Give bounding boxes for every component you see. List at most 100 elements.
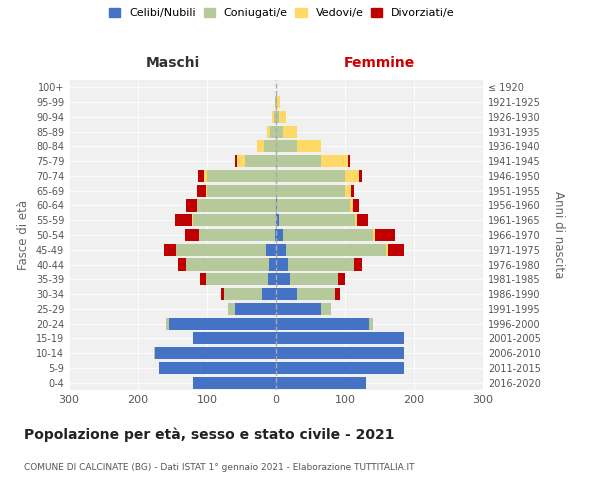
Bar <box>276 200 277 211</box>
Bar <box>359 170 362 182</box>
Bar <box>277 200 350 211</box>
Y-axis label: Fasce di età: Fasce di età <box>17 200 30 270</box>
Bar <box>269 258 276 270</box>
Bar <box>373 229 374 241</box>
Bar <box>369 318 373 330</box>
Bar <box>187 200 197 211</box>
Bar <box>296 288 335 300</box>
Bar <box>276 318 369 330</box>
Bar <box>280 111 286 123</box>
Bar <box>154 347 155 359</box>
Y-axis label: Anni di nascita: Anni di nascita <box>552 192 565 278</box>
Bar <box>262 288 276 300</box>
Bar <box>235 303 276 315</box>
Bar <box>169 318 276 330</box>
Bar <box>266 244 276 256</box>
Bar <box>206 273 268 285</box>
Bar <box>198 170 203 182</box>
Bar <box>276 362 404 374</box>
Bar <box>193 214 276 226</box>
Bar <box>206 184 207 197</box>
Bar <box>277 96 280 108</box>
Bar <box>321 303 331 315</box>
Bar <box>276 303 321 315</box>
Bar <box>228 303 235 315</box>
Bar <box>192 214 193 226</box>
Bar <box>290 273 338 285</box>
Bar <box>197 184 206 197</box>
Bar <box>276 140 296 152</box>
Bar <box>276 332 404 344</box>
Bar <box>276 273 290 285</box>
Bar <box>276 96 277 108</box>
Bar <box>345 170 359 182</box>
Bar <box>276 258 289 270</box>
Bar <box>283 126 296 138</box>
Bar <box>386 244 388 256</box>
Bar <box>272 111 274 123</box>
Text: Femmine: Femmine <box>344 56 415 70</box>
Bar <box>276 126 283 138</box>
Bar <box>193 376 276 388</box>
Bar <box>276 170 345 182</box>
Bar <box>235 155 236 167</box>
Bar <box>276 244 286 256</box>
Bar <box>224 288 262 300</box>
Bar <box>176 244 266 256</box>
Bar <box>280 214 355 226</box>
Bar <box>274 111 276 123</box>
Bar <box>207 170 276 182</box>
Bar <box>236 155 245 167</box>
Text: COMUNE DI CALCINATE (BG) - Dati ISTAT 1° gennaio 2021 - Elaborazione TUTTITALIA.: COMUNE DI CALCINATE (BG) - Dati ISTAT 1°… <box>24 462 415 471</box>
Bar <box>289 258 354 270</box>
Bar <box>197 200 276 211</box>
Text: Popolazione per età, sesso e stato civile - 2021: Popolazione per età, sesso e stato civil… <box>24 428 395 442</box>
Bar <box>275 229 276 241</box>
Bar <box>276 111 280 123</box>
Bar <box>221 288 224 300</box>
Bar <box>245 155 276 167</box>
Bar <box>267 126 271 138</box>
Bar <box>276 184 345 197</box>
Bar <box>276 155 321 167</box>
Legend: Celibi/Nubili, Coniugati/e, Vedovi/e, Divorziati/e: Celibi/Nubili, Coniugati/e, Vedovi/e, Di… <box>107 6 457 20</box>
Bar <box>187 258 269 270</box>
Bar <box>355 214 358 226</box>
Bar <box>350 184 354 197</box>
Bar <box>374 229 395 241</box>
Bar <box>388 244 404 256</box>
Bar <box>338 273 345 285</box>
Bar <box>199 229 275 241</box>
Text: Maschi: Maschi <box>145 56 200 70</box>
Bar <box>276 229 283 241</box>
Bar <box>193 332 276 344</box>
Bar <box>283 229 373 241</box>
Bar <box>350 200 353 211</box>
Bar <box>321 155 349 167</box>
Bar <box>276 376 366 388</box>
Bar <box>271 126 276 138</box>
Bar <box>178 258 187 270</box>
Bar <box>353 200 359 211</box>
Bar <box>276 347 404 359</box>
Bar <box>166 318 169 330</box>
Bar <box>275 96 276 108</box>
Bar <box>349 155 350 167</box>
Bar <box>185 229 199 241</box>
Bar <box>354 258 362 270</box>
Bar <box>335 288 340 300</box>
Bar <box>263 140 276 152</box>
Bar <box>345 184 350 197</box>
Bar <box>207 184 276 197</box>
Bar <box>257 140 263 152</box>
Bar <box>164 244 176 256</box>
Bar <box>276 288 296 300</box>
Bar <box>155 347 276 359</box>
Bar <box>200 273 206 285</box>
Bar <box>286 244 386 256</box>
Bar <box>203 170 207 182</box>
Bar <box>276 214 280 226</box>
Bar <box>175 214 192 226</box>
Bar <box>358 214 368 226</box>
Bar <box>158 362 276 374</box>
